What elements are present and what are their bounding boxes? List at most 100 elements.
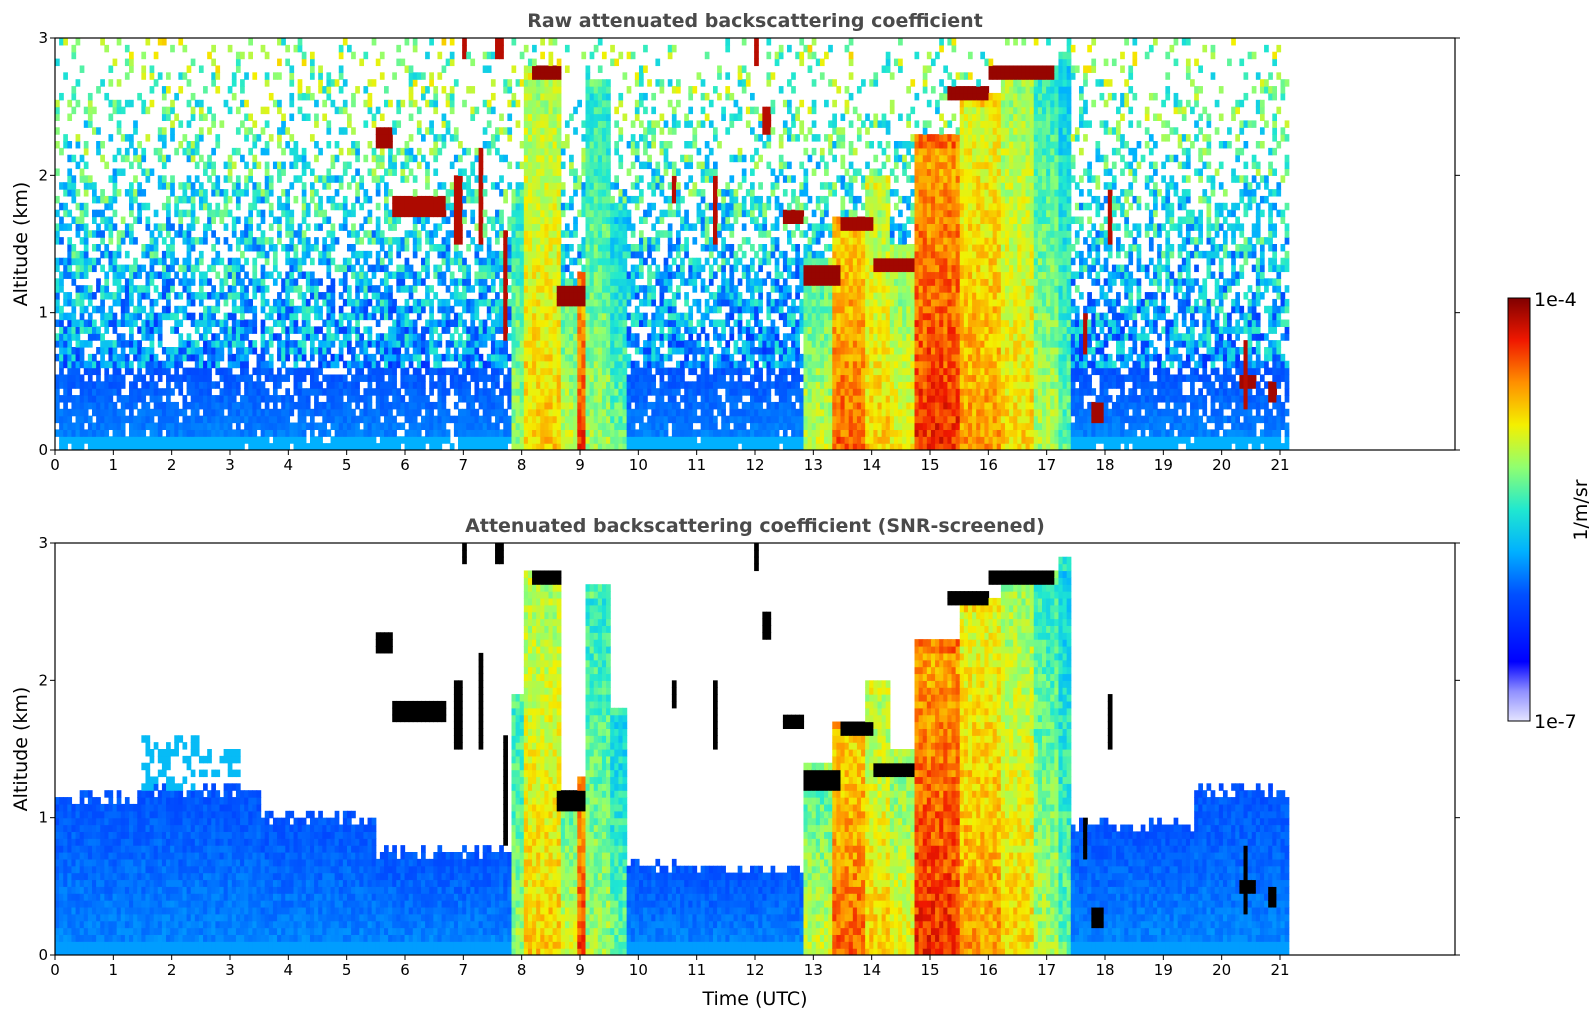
heatmap-cell (285, 422, 291, 430)
heatmap-cell (466, 326, 471, 334)
heatmap-cell (560, 305, 566, 314)
heatmap-cell (606, 202, 611, 211)
heatmap-cell (322, 429, 328, 437)
heatmap-cell (244, 182, 249, 190)
heatmap-cell (359, 312, 365, 321)
heatmap-cell (486, 333, 492, 341)
heatmap-cell (363, 429, 369, 437)
heatmap-cell (338, 381, 344, 389)
heatmap-cell (182, 401, 188, 410)
heatmap-cell (610, 230, 615, 238)
heatmap-cell (618, 154, 624, 163)
heatmap-cell (186, 312, 192, 321)
heatmap-cell (548, 237, 554, 245)
heatmap-cell (589, 333, 595, 341)
heatmap-cell (462, 99, 467, 108)
heatmap-cell (585, 216, 591, 224)
heatmap-cell (161, 161, 167, 170)
heatmap-cell (556, 230, 562, 238)
heatmap-cell (614, 106, 620, 115)
heatmap-cell (112, 347, 118, 355)
heatmap-cell (190, 401, 196, 410)
heatmap-cell (318, 250, 323, 259)
heatmap-cell (384, 86, 389, 94)
heatmap-cell (334, 429, 340, 437)
heatmap-cell (67, 388, 73, 396)
heatmap-cell (470, 189, 476, 197)
heatmap-cell (355, 257, 360, 266)
heatmap-cell (129, 161, 134, 170)
heatmap-cell (445, 58, 451, 67)
heatmap-cell (297, 237, 303, 245)
heatmap-cell (564, 312, 570, 321)
heatmap-cell (536, 401, 541, 410)
heatmap-cell (388, 244, 393, 252)
heatmap-cell (581, 120, 587, 128)
heatmap-cell (92, 326, 97, 334)
heatmap-cell (441, 381, 447, 389)
heatmap-cell (622, 443, 628, 450)
heatmap-cell (441, 141, 447, 149)
heatmap-cell (330, 202, 336, 211)
heatmap-cell (478, 230, 484, 238)
heatmap-cell (437, 147, 443, 156)
heatmap-cell (548, 326, 554, 334)
heatmap-cell (355, 401, 360, 410)
heatmap-cell (478, 168, 484, 176)
heatmap-cell (227, 360, 233, 369)
heatmap-cell (466, 408, 471, 417)
heatmap-cell (264, 374, 270, 382)
heatmap-cell (297, 422, 303, 430)
heatmap-cell (466, 436, 471, 444)
heatmap-cell (359, 408, 365, 417)
heatmap-cell (437, 436, 443, 444)
heatmap-cell (408, 79, 414, 87)
heatmap-cell (412, 216, 418, 224)
heatmap-cell (359, 415, 365, 424)
heatmap-cell (610, 388, 615, 396)
heatmap-cell (351, 374, 356, 382)
heatmap-cell (112, 374, 118, 382)
heatmap-cell (482, 436, 488, 444)
heatmap-cell (318, 79, 323, 87)
heatmap-cell (367, 79, 373, 87)
heatmap-cell (145, 326, 151, 334)
heatmap-cell (507, 223, 513, 231)
heatmap-cell (149, 244, 155, 252)
heatmap-cell (293, 436, 299, 444)
heatmap-cell (264, 141, 270, 149)
heatmap-cell (560, 429, 566, 437)
heatmap-cell (593, 79, 599, 87)
heatmap-cell (145, 415, 151, 424)
heatmap-cell (149, 72, 155, 80)
heatmap-cell (55, 257, 60, 266)
heatmap-cell (190, 189, 196, 197)
heatmap-cell (408, 388, 414, 396)
heatmap-cell (388, 168, 393, 176)
heatmap-cell (597, 429, 603, 437)
heatmap-cell (342, 285, 348, 293)
heatmap-cell (281, 244, 286, 252)
heatmap-cell (548, 92, 554, 101)
heatmap-cell (355, 415, 360, 424)
heatmap-cell (499, 175, 504, 183)
heatmap-cell (330, 353, 336, 362)
heatmap-cell (379, 134, 385, 142)
heatmap-cell (96, 326, 101, 334)
heatmap-cell (207, 127, 212, 135)
heatmap-cell (536, 113, 541, 121)
heatmap-cell (404, 38, 410, 46)
heatmap-cell (63, 422, 68, 430)
heatmap-cell (322, 182, 328, 190)
heatmap-cell (342, 278, 348, 286)
heatmap-cell (198, 257, 204, 266)
heatmap-cell (346, 408, 352, 417)
heatmap-cell (437, 353, 443, 362)
heatmap-cell (560, 250, 566, 259)
heatmap-cell (597, 99, 603, 108)
heatmap-cell (441, 305, 447, 314)
heatmap-cell (437, 72, 443, 80)
heatmap-cell (92, 319, 97, 327)
heatmap-cell (277, 127, 282, 135)
heatmap-cell (190, 106, 196, 115)
